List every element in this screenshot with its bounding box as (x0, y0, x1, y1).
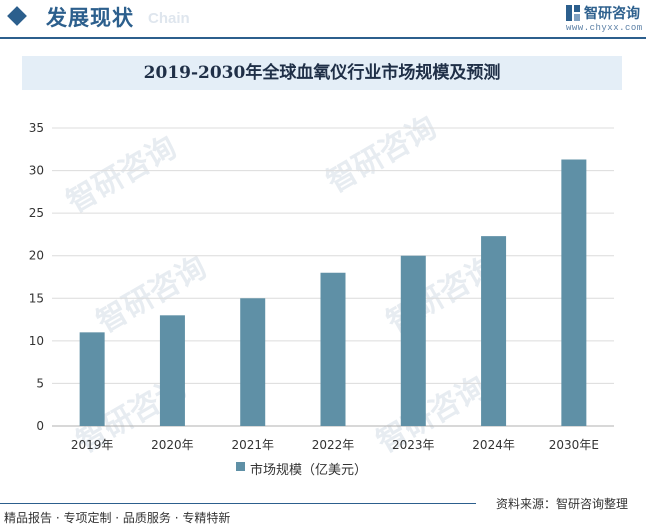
brand-logo-icon (566, 5, 580, 21)
y-tick-label: 30 (29, 164, 44, 178)
y-tick-label: 0 (36, 419, 44, 433)
x-tick-label: 2023年 (392, 438, 435, 452)
x-tick-label: 2019年 (71, 438, 114, 452)
legend-swatch (236, 462, 245, 471)
source-note: 资料来源：智研咨询整理 (496, 497, 629, 511)
bar (400, 255, 426, 426)
x-tick-label: 2030年E (549, 438, 599, 452)
footer-tagline: 精品报告 · 专项定制 · 品质服务 · 专精特新 (4, 511, 231, 525)
bar (159, 315, 185, 426)
chart-title-band: 2019-2030年全球血氧仪行业市场规模及预测 (22, 56, 622, 90)
x-tick-label: 2021年 (231, 438, 274, 452)
y-tick-label: 5 (36, 376, 44, 390)
y-tick-label: 10 (29, 334, 44, 348)
bar (79, 332, 105, 426)
section-title: 发展现状 (46, 6, 134, 30)
chart-title: 2019-2030年全球血氧仪行业市场规模及预测 (143, 63, 501, 83)
page-header: 发展现状 Chain 智研咨询 www.chyxx.com (0, 0, 646, 40)
legend-label: 市场规模（亿美元） (250, 463, 368, 478)
section-subtitle: Chain (148, 10, 190, 27)
y-tick-label: 15 (29, 291, 44, 305)
x-tick-label: 2022年 (312, 438, 355, 452)
bar (240, 298, 266, 426)
brand-url: www.chyxx.com (566, 23, 643, 33)
y-tick-label: 20 (29, 249, 44, 263)
brand-name: 智研咨询 (584, 6, 640, 22)
bar (320, 272, 346, 426)
x-tick-label: 2020年 (151, 438, 194, 452)
x-tick-label: 2024年 (472, 438, 515, 452)
bar (481, 236, 507, 426)
y-tick-label: 25 (29, 206, 44, 220)
header-divider (0, 37, 646, 39)
bar (561, 159, 587, 426)
footer-divider (0, 503, 476, 504)
y-tick-label: 35 (29, 121, 44, 135)
